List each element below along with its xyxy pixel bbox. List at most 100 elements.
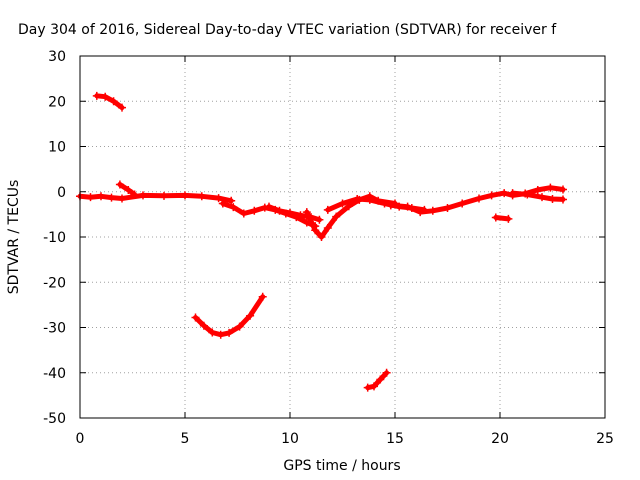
data-point: [229, 203, 238, 212]
series-arc-hook: [115, 180, 139, 199]
series-arc-start: [76, 191, 236, 205]
data-point: [225, 328, 234, 337]
data-point: [382, 368, 391, 377]
y-axis-label: SDTVAR / TECUs: [6, 180, 22, 295]
data-point: [246, 311, 255, 320]
data-point: [546, 183, 555, 192]
data-point: [508, 189, 517, 198]
y-tick-label: -50: [43, 411, 66, 427]
series-layer: [76, 91, 567, 392]
y-tick-label: 30: [48, 49, 66, 65]
data-point: [317, 233, 326, 241]
data-point: [302, 208, 311, 217]
data-point: [227, 196, 236, 205]
x-tick-label: 15: [386, 431, 404, 447]
series-arc-right: [386, 183, 567, 217]
data-point: [376, 375, 385, 384]
data-point: [323, 223, 332, 232]
data-point: [487, 191, 496, 200]
data-point: [197, 192, 206, 201]
data-point: [286, 209, 294, 218]
data-point: [216, 330, 225, 339]
data-point: [118, 194, 126, 203]
data-point: [353, 194, 362, 203]
x-tick-label: 0: [76, 431, 85, 447]
data-point: [191, 313, 200, 322]
data-point: [235, 322, 244, 331]
grid: [80, 56, 605, 418]
data-point: [199, 321, 208, 330]
data-point: [548, 194, 557, 203]
series-arc-right-low: [508, 189, 567, 204]
series-arc-bottom: [363, 368, 391, 392]
data-point: [475, 194, 483, 203]
data-point: [101, 92, 110, 101]
chart-title: Day 304 of 2016, Sidereal Day-to-day VTE…: [18, 22, 557, 38]
x-tick-label: 25: [596, 431, 614, 447]
data-point: [160, 191, 168, 200]
data-point: [296, 211, 305, 220]
data-point: [523, 190, 532, 199]
data-point: [239, 209, 248, 218]
y-tick-label: -20: [43, 275, 66, 291]
series-arc-mid-b: [265, 202, 324, 224]
data-point: [92, 91, 101, 100]
y-tick-label: 0: [57, 185, 66, 201]
data-point: [443, 204, 452, 213]
data-point: [214, 194, 223, 203]
data-point: [265, 202, 273, 211]
series-line: [94, 93, 125, 111]
data-point: [86, 193, 95, 202]
axis-ticks: 0 5 10 15 20 25 -50 -40 -30 -20 -10 0 10 20 30: [43, 49, 614, 447]
data-point: [370, 382, 378, 391]
data-point: [416, 208, 425, 217]
data-point: [130, 190, 139, 199]
x-tick-label: 10: [281, 431, 299, 447]
data-point: [124, 185, 133, 194]
x-axis-label: GPS time / hours: [283, 458, 400, 474]
data-point: [208, 328, 217, 337]
y-tick-label: 20: [48, 94, 66, 110]
data-point: [365, 195, 374, 204]
data-point: [97, 192, 105, 201]
data-point: [458, 199, 467, 208]
data-point: [275, 206, 284, 215]
data-point: [428, 206, 437, 215]
y-tick-label: -10: [43, 230, 66, 246]
series-line: [193, 294, 266, 338]
data-point: [258, 292, 267, 301]
plot-frame: [79, 55, 606, 419]
y-tick-label: 10: [48, 140, 66, 156]
data-point: [323, 205, 332, 214]
y-tick-label: -30: [43, 321, 66, 337]
data-point: [559, 185, 567, 194]
series-arc-u: [191, 292, 267, 339]
data-point: [338, 199, 347, 208]
data-point: [403, 202, 412, 211]
series-arc-top: [92, 91, 126, 112]
data-point: [363, 383, 372, 392]
data-point: [380, 199, 389, 208]
y-tick-label: -40: [43, 366, 66, 382]
data-point: [500, 189, 509, 198]
data-point: [332, 212, 341, 221]
data-point: [107, 193, 116, 202]
x-tick-label: 20: [491, 431, 509, 447]
data-point: [315, 215, 324, 224]
data-point: [504, 214, 513, 223]
data-point: [386, 201, 395, 210]
data-point: [115, 180, 124, 189]
data-point: [250, 206, 259, 215]
data-point: [559, 195, 567, 204]
data-point: [311, 226, 320, 235]
data-point: [181, 191, 189, 200]
data-point: [538, 193, 546, 202]
series-arc-blip: [491, 213, 513, 223]
data-point: [109, 97, 118, 106]
data-point: [491, 213, 500, 222]
x-tick-label: 5: [181, 431, 190, 447]
data-point: [118, 103, 126, 112]
data-point: [139, 191, 147, 200]
data-point: [218, 199, 227, 208]
